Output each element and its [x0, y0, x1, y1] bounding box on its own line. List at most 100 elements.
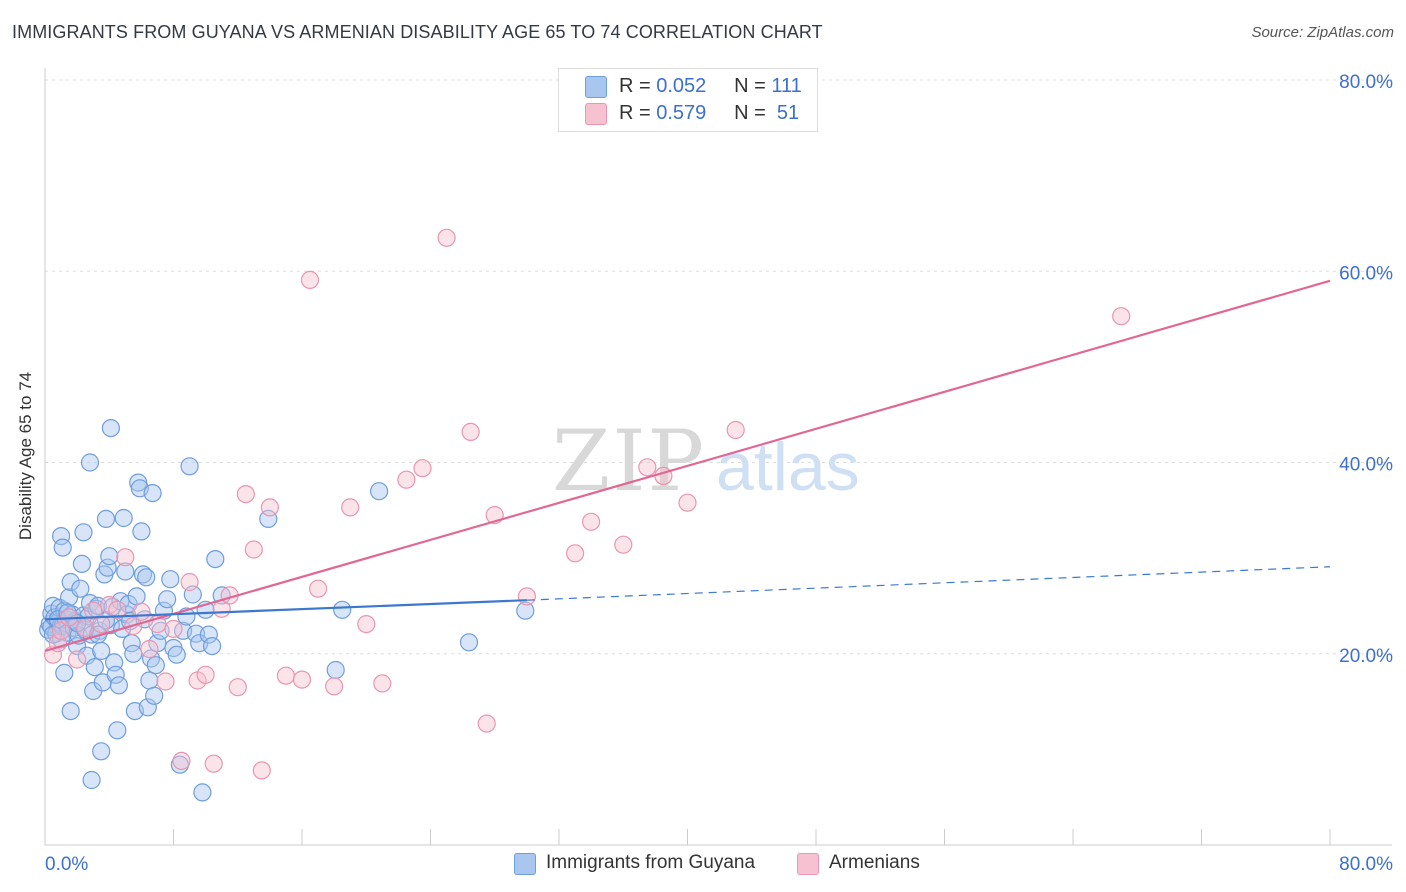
- point-guyana: [116, 562, 135, 581]
- point-guyana: [92, 742, 111, 761]
- point-armenians: [517, 587, 537, 606]
- point-guyana: [106, 665, 125, 684]
- point-guyana: [124, 644, 143, 663]
- point-armenians: [84, 601, 103, 620]
- point-armenians: [92, 614, 111, 634]
- point-armenians: [228, 678, 247, 697]
- point-armenians: [180, 572, 199, 592]
- watermark-zip: ZIP: [552, 412, 706, 510]
- y-tick-label: 20.0%: [1339, 646, 1393, 667]
- trend-line-armenians: [44, 279, 1331, 652]
- point-armenians: [373, 674, 392, 693]
- x-tick-label-max: 80.0%: [1339, 854, 1393, 875]
- legend-n-label: N =: [734, 101, 766, 124]
- point-guyana: [143, 484, 162, 503]
- point-armenians: [67, 650, 87, 669]
- point-armenians: [565, 544, 585, 563]
- chart-title: IMMIGRANTS FROM GUYANA VS ARMENIAN DISAB…: [12, 22, 823, 42]
- point-armenians: [397, 470, 416, 489]
- point-armenians: [413, 459, 432, 478]
- axes-layer: [44, 68, 1392, 846]
- point-armenians: [300, 270, 320, 289]
- point-armenians: [252, 761, 271, 780]
- point-guyana: [96, 509, 116, 529]
- point-guyana: [80, 453, 100, 472]
- point-guyana: [186, 624, 206, 643]
- point-guyana: [53, 538, 72, 557]
- y-tick-label: 40.0%: [1339, 455, 1393, 476]
- legend-r-value-guyana: 0.052: [656, 74, 707, 97]
- bottom-legend-label-armenians: Armenians: [829, 852, 920, 873]
- point-guyana: [167, 645, 186, 664]
- point-guyana: [206, 549, 225, 569]
- point-guyana: [98, 558, 117, 577]
- point-armenians: [292, 670, 312, 689]
- y-tick-label: 80.0%: [1339, 72, 1393, 93]
- point-guyana: [109, 676, 129, 695]
- point-armenians: [678, 493, 697, 512]
- point-armenians: [204, 754, 223, 773]
- point-armenians: [140, 639, 159, 659]
- point-guyana: [161, 570, 180, 589]
- point-armenians: [236, 485, 255, 504]
- point-armenians: [477, 714, 496, 733]
- watermark: ZIP atlas: [552, 412, 860, 510]
- source-credit: Source: ZipAtlas.com: [1251, 24, 1394, 41]
- point-armenians: [614, 535, 633, 554]
- point-guyana: [85, 657, 104, 677]
- point-armenians: [108, 600, 127, 619]
- point-guyana: [158, 590, 177, 609]
- point-armenians: [461, 422, 480, 441]
- point-guyana: [55, 663, 74, 683]
- point-guyana: [516, 601, 535, 620]
- point-armenians: [276, 666, 295, 685]
- x-tick-label-min: 0.0%: [45, 854, 88, 875]
- point-guyana: [180, 457, 199, 476]
- legend-swatch-guyana: [585, 76, 607, 98]
- point-guyana: [74, 523, 93, 542]
- point-guyana: [132, 522, 151, 541]
- bottom-legend-swatch-guyana: [514, 853, 536, 875]
- y-axis-label: Disability Age 65 to 74: [16, 371, 35, 541]
- point-armenians: [116, 548, 135, 567]
- point-guyana: [114, 508, 133, 528]
- point-armenians: [76, 618, 95, 638]
- correlation-legend: R = 0.052 N = 111 R = 0.579 N = 51: [558, 68, 818, 132]
- tick-labels: 20.0% 40.0% 60.0% 80.0% 0.0% 80.0%: [45, 72, 1393, 875]
- point-armenians: [156, 672, 175, 691]
- point-guyana: [100, 547, 119, 566]
- point-armenians: [260, 498, 279, 517]
- trend-lines: [44, 279, 1331, 652]
- point-guyana: [137, 568, 156, 587]
- point-armenians: [132, 602, 151, 621]
- point-guyana: [61, 572, 80, 592]
- point-armenians: [325, 677, 344, 696]
- point-guyana: [370, 482, 389, 501]
- trend-line-guyana: [44, 599, 527, 621]
- point-guyana: [61, 701, 80, 721]
- point-guyana: [459, 633, 479, 652]
- point-guyana: [203, 636, 222, 656]
- point-guyana: [193, 783, 212, 802]
- legend-r-label: R =: [619, 101, 651, 124]
- point-armenians: [1112, 307, 1131, 326]
- point-guyana: [101, 419, 121, 438]
- point-armenians: [726, 420, 745, 440]
- y-tick-label: 60.0%: [1339, 263, 1393, 284]
- legend-swatch-armenians: [585, 103, 607, 125]
- bottom-legend-swatch-armenians: [797, 853, 819, 875]
- point-guyana: [199, 625, 218, 644]
- point-armenians: [51, 621, 71, 640]
- series-armenians-points: [43, 228, 1131, 780]
- legend-r-value-armenians: 0.579: [656, 101, 707, 124]
- trend-line-guyana-extension: [526, 566, 1331, 601]
- point-guyana: [108, 721, 127, 740]
- watermark-atlas: atlas: [716, 429, 860, 505]
- point-armenians: [244, 540, 263, 559]
- grid-layer: [45, 79, 1392, 655]
- point-guyana: [140, 671, 159, 690]
- point-armenians: [357, 614, 376, 634]
- legend-n-value-armenians: 51: [776, 101, 800, 124]
- point-guyana: [145, 686, 164, 705]
